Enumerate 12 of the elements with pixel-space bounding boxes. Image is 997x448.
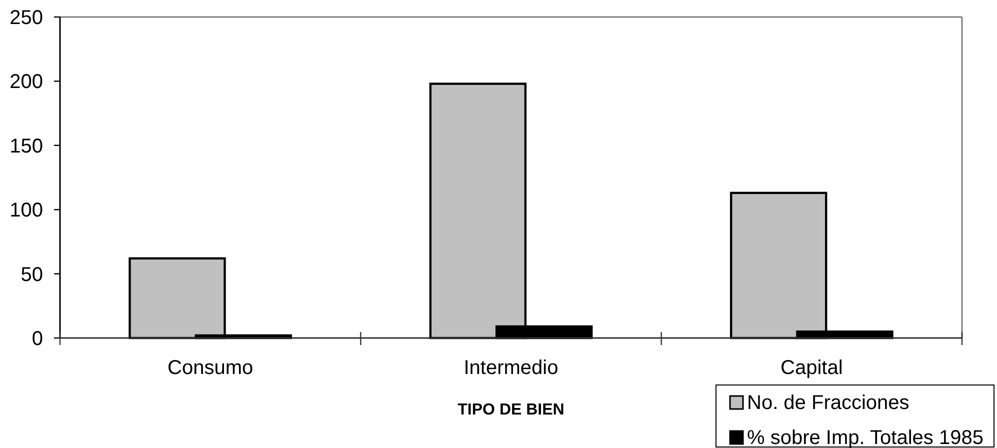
y-tick-label: 100 [10,200,43,222]
x-axis-title: TIPO DE BIEN [458,402,564,419]
y-tick-label: 150 [10,135,43,158]
x-tick-label: Capital [780,357,843,379]
y-tick-label: 50 [20,264,43,286]
y-tick-label: 250 [10,7,43,29]
y-tick-label: 0 [32,328,43,350]
legend-label: No. de Fracciones [747,392,910,414]
y-tick-label: 200 [10,71,43,94]
x-tick-label: Intermedio [464,357,558,379]
legend-label: % sobre Imp. Totales 1985 [747,427,984,448]
x-tick-label: Consumo [168,357,254,379]
